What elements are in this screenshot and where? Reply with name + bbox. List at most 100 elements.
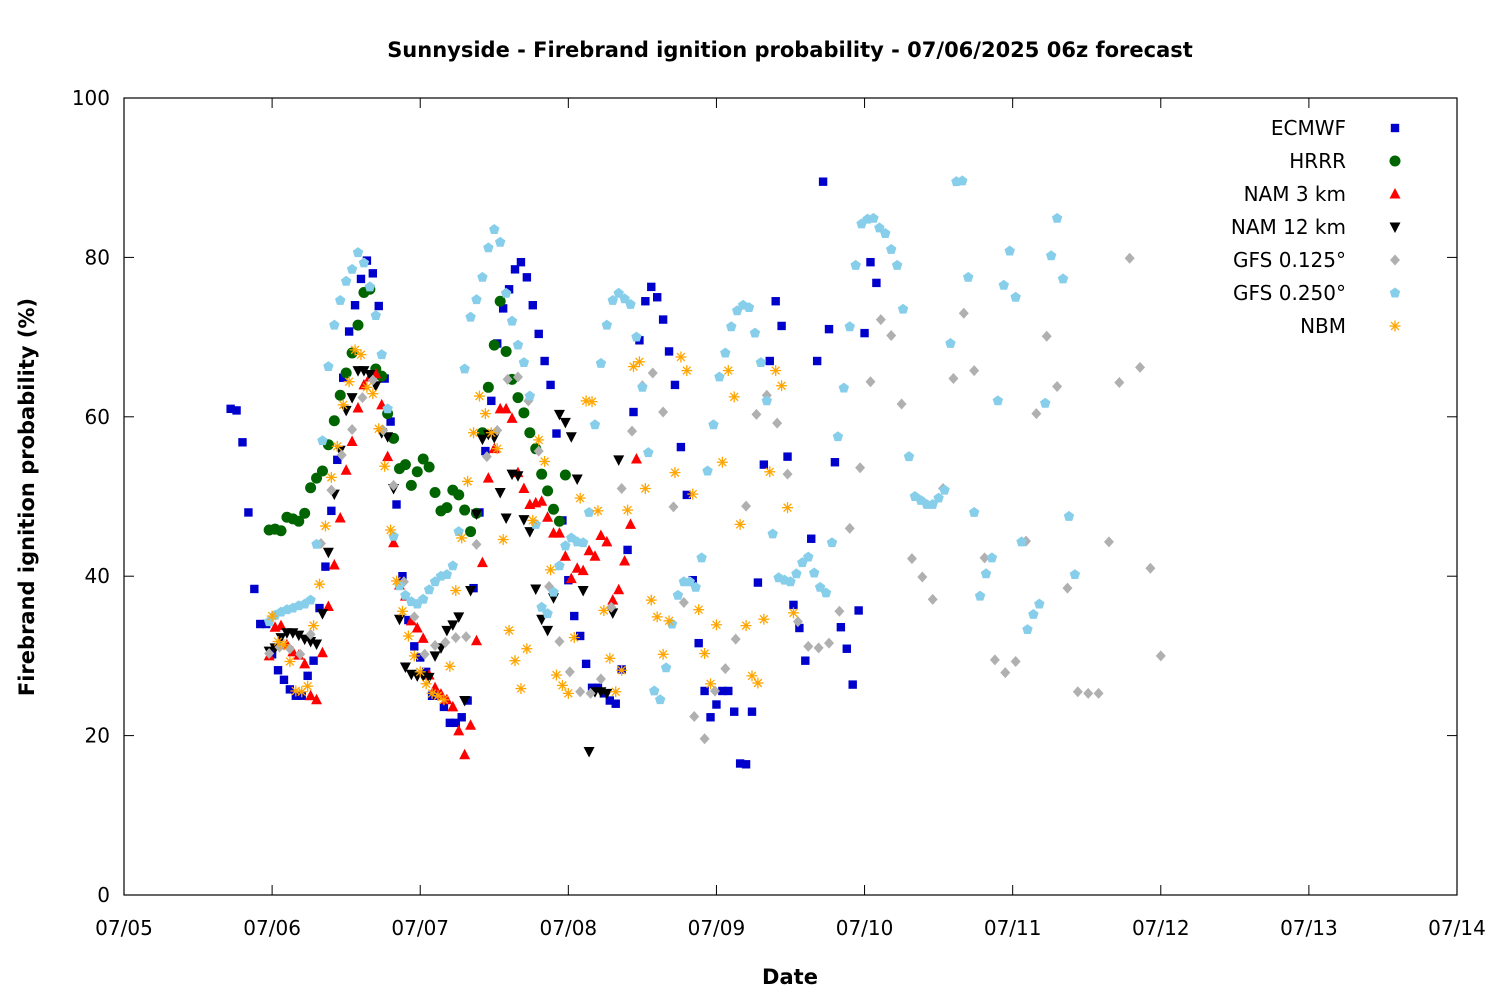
- data-point: [299, 657, 311, 669]
- data-point: [317, 435, 328, 446]
- data-point: [580, 395, 592, 407]
- data-point: [722, 365, 734, 377]
- data-point: [352, 402, 364, 413]
- data-point: [842, 644, 851, 653]
- data-point: [682, 490, 692, 500]
- data-point: [325, 471, 337, 483]
- data-point: [491, 443, 503, 455]
- data-point: [630, 453, 642, 464]
- data-point: [441, 569, 453, 580]
- x-tick-label: 07/08: [540, 916, 598, 940]
- x-tick-label: 07/05: [95, 916, 153, 940]
- y-tick-label: 20: [85, 724, 110, 748]
- data-point: [539, 455, 551, 467]
- data-point: [1051, 212, 1063, 223]
- data-point: [417, 453, 429, 465]
- data-point: [743, 302, 755, 313]
- data-point: [637, 381, 648, 392]
- data-point: [352, 319, 364, 331]
- y-tick-label: 0: [97, 883, 110, 907]
- data-point: [601, 535, 613, 547]
- y-tick-label: 100: [72, 86, 110, 110]
- data-point: [522, 273, 532, 282]
- data-point: [524, 390, 536, 401]
- data-point: [336, 449, 347, 461]
- data-point: [453, 489, 465, 501]
- data-point: [340, 464, 352, 475]
- data-point: [577, 586, 589, 597]
- data-point: [649, 685, 660, 696]
- data-point: [963, 271, 974, 282]
- data-point: [741, 760, 751, 769]
- data-point: [783, 452, 792, 461]
- data-point: [410, 642, 419, 651]
- data-point: [482, 381, 494, 393]
- data-point: [459, 696, 471, 707]
- data-point: [459, 363, 470, 374]
- data-point: [641, 297, 650, 306]
- series-gfs-0-250: [263, 175, 1081, 705]
- data-point: [1135, 361, 1146, 373]
- data-point: [487, 396, 496, 406]
- data-point: [787, 607, 799, 619]
- data-point: [607, 594, 619, 605]
- data-point: [998, 279, 1010, 290]
- data-point: [347, 424, 358, 436]
- data-point: [471, 509, 483, 521]
- data-point: [477, 271, 488, 282]
- data-point: [559, 469, 571, 481]
- data-point: [388, 536, 400, 548]
- data-point: [658, 406, 669, 418]
- data-point: [494, 236, 506, 247]
- data-point: [323, 361, 334, 372]
- data-point: [423, 461, 435, 473]
- data-point: [658, 315, 668, 324]
- data-point: [272, 636, 284, 648]
- data-point: [1041, 330, 1052, 342]
- data-point: [465, 311, 476, 322]
- data-point: [405, 479, 417, 491]
- data-point: [494, 488, 506, 499]
- data-point: [309, 656, 318, 665]
- data-point: [440, 636, 451, 648]
- data-point: [812, 356, 822, 366]
- data-point: [399, 459, 411, 471]
- data-point: [409, 611, 420, 623]
- data-point: [601, 688, 613, 700]
- data-point: [352, 247, 364, 258]
- data-point: [844, 321, 855, 332]
- data-point: [639, 483, 651, 495]
- data-point: [716, 456, 728, 468]
- data-point: [643, 447, 654, 458]
- data-point: [689, 710, 700, 722]
- data-point: [438, 694, 450, 706]
- data-point: [710, 619, 722, 631]
- data-point: [402, 630, 414, 642]
- data-point: [605, 696, 615, 705]
- data-point: [1031, 408, 1042, 420]
- data-point: [453, 724, 465, 736]
- data-point: [432, 690, 444, 702]
- data-point: [357, 392, 368, 404]
- data-point: [465, 586, 477, 597]
- data-point: [441, 502, 453, 514]
- data-point: [824, 324, 834, 334]
- data-point: [500, 513, 512, 525]
- data-point: [408, 650, 420, 662]
- data-point: [886, 330, 897, 342]
- data-point: [896, 398, 907, 410]
- data-point: [506, 315, 518, 326]
- data-point: [860, 328, 869, 338]
- data-point: [256, 619, 265, 629]
- data-point: [785, 576, 796, 587]
- data-point: [633, 356, 645, 368]
- data-point: [471, 634, 483, 646]
- data-point: [885, 243, 897, 254]
- data-point: [554, 560, 565, 571]
- data-point: [562, 687, 574, 699]
- data-point: [583, 544, 595, 556]
- data-point: [430, 640, 441, 652]
- data-point: [445, 718, 455, 728]
- data-point: [299, 507, 311, 519]
